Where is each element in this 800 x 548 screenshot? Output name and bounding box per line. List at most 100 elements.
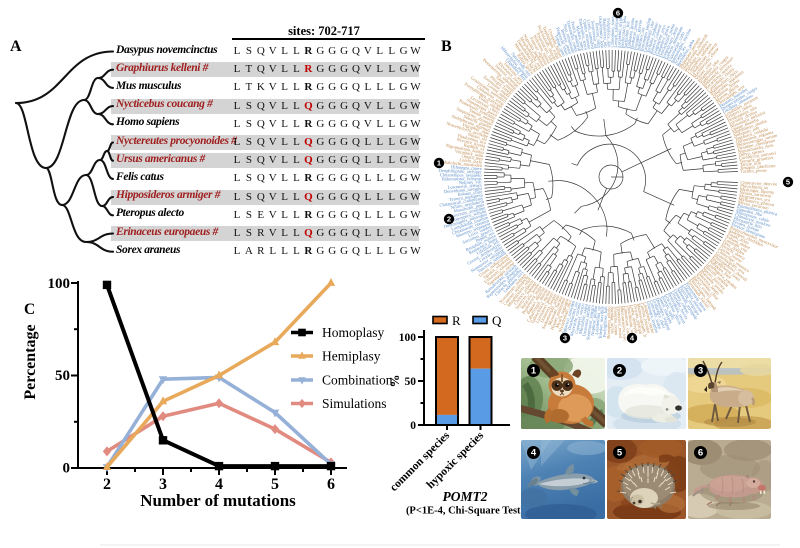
svg-text:Nibato_shi: Nibato_shi bbox=[467, 132, 488, 143]
svg-text:(P<1E-4, Chi-Square Test): (P<1E-4, Chi-Square Test) bbox=[406, 506, 525, 517]
svg-text:2: 2 bbox=[103, 476, 111, 493]
svg-text:Virenoba_reopu: Virenoba_reopu bbox=[613, 306, 619, 336]
svg-text:Mycus_necacano: Mycus_necacano bbox=[738, 200, 770, 211]
svg-text:Number of mutations: Number of mutations bbox=[140, 491, 296, 510]
svg-text:Sorurroreur_lol: Sorurroreur_lol bbox=[590, 20, 598, 49]
svg-text:Urursorta_ramavi: Urursorta_ramavi bbox=[581, 304, 591, 337]
svg-text:5: 5 bbox=[786, 178, 790, 187]
svg-text:Otaurdonmy_lota: Otaurdonmy_lota bbox=[598, 16, 605, 48]
svg-text:Phivichinita_sx: Phivichinita_sx bbox=[740, 183, 769, 190]
svg-text:Pusraphi_gravire: Pusraphi_gravire bbox=[633, 19, 644, 50]
svg-text:6: 6 bbox=[327, 476, 335, 493]
svg-text:Tahibaota_grama: Tahibaota_grama bbox=[626, 17, 635, 49]
svg-text:Sorniba_urchis: Sorniba_urchis bbox=[610, 306, 615, 334]
svg-text:Sachichini_fed: Sachichini_fed bbox=[623, 20, 631, 48]
svg-text:6: 6 bbox=[698, 447, 703, 458]
svg-text:Omyo_spenex: Omyo_spenex bbox=[738, 148, 765, 157]
svg-text:5: 5 bbox=[271, 476, 279, 493]
svg-text:Salihisor_sur: Salihisor_sur bbox=[636, 26, 646, 51]
svg-text:Nelomy_vili: Nelomy_vili bbox=[459, 179, 483, 185]
svg-text:Q: Q bbox=[492, 313, 502, 328]
svg-text:Nepusmaneba_dens: Nepusmaneba_dens bbox=[737, 142, 774, 154]
svg-text:Loterletoma_no: Loterletoma_no bbox=[594, 305, 602, 335]
svg-text:Terourle_grarefevi: Terourle_grarefevi bbox=[739, 155, 774, 164]
svg-text:4: 4 bbox=[630, 334, 635, 343]
svg-text:Homoplasy: Homoplasy bbox=[322, 325, 384, 340]
svg-text:Ovicuta_philoph: Ovicuta_philoph bbox=[633, 304, 644, 335]
svg-text:Chinodono_sorcu: Chinodono_sorcu bbox=[610, 15, 615, 48]
svg-text:4: 4 bbox=[215, 476, 223, 493]
svg-text:Mydongra_hipemy: Mydongra_hipemy bbox=[740, 187, 776, 195]
svg-text:Denvidonni_raresgra: Denvidonni_raresgra bbox=[444, 186, 482, 194]
svg-text:Nophine_philem: Nophine_philem bbox=[590, 305, 599, 336]
svg-text:2: 2 bbox=[617, 365, 622, 376]
svg-text:Simulations: Simulations bbox=[322, 396, 387, 411]
svg-text:Lotaneloli_myphi: Lotaneloli_myphi bbox=[616, 15, 623, 48]
svg-text:Muscaurmycu_sorc: Muscaurmycu_sorc bbox=[620, 306, 628, 342]
svg-text:6: 6 bbox=[616, 9, 620, 18]
svg-text:%: % bbox=[387, 375, 402, 388]
svg-text:Omara_tero: Omara_tero bbox=[461, 153, 484, 161]
svg-text:3: 3 bbox=[698, 365, 703, 376]
svg-text:Pusmyrera_mussl: Pusmyrera_mussl bbox=[616, 306, 623, 339]
svg-text:Cupepevi_sorscu: Cupepevi_sorscu bbox=[574, 302, 586, 334]
svg-text:5: 5 bbox=[617, 447, 623, 458]
svg-text:Denchinixhi_ro: Denchinixhi_ro bbox=[626, 305, 635, 334]
svg-text:Vironomy_sano: Vironomy_sano bbox=[454, 149, 484, 159]
svg-text:Percentage: Percentage bbox=[22, 324, 39, 399]
svg-text:Musrahire_sagra: Musrahire_sagra bbox=[578, 304, 589, 335]
svg-text:R: R bbox=[452, 313, 461, 328]
svg-text:100: 100 bbox=[399, 332, 417, 344]
svg-text:Tapusden_liba: Tapusden_liba bbox=[736, 206, 763, 217]
svg-text:POMT2: POMT2 bbox=[443, 489, 488, 504]
svg-text:Xmapus_phichixno: Xmapus_phichixno bbox=[740, 163, 776, 170]
svg-text:Totertotocu_sorca: Totertotocu_sorca bbox=[578, 18, 589, 51]
svg-text:Romapeto_peurlo: Romapeto_peurlo bbox=[606, 306, 612, 339]
svg-text:Hemiplasy: Hemiplasy bbox=[322, 349, 381, 364]
svg-text:Denphihiphihi_rachiper: Denphihiphihi_rachiper bbox=[439, 168, 483, 175]
svg-text:Pechigraosa_bali: Pechigraosa_bali bbox=[602, 306, 608, 338]
svg-text:common species: common species bbox=[388, 429, 453, 494]
svg-text:Carohicura_somusvi: Carohicura_somusvi bbox=[739, 150, 777, 160]
svg-text:Mybara_nimy: Mybara_nimy bbox=[575, 25, 586, 52]
svg-text:3: 3 bbox=[159, 476, 167, 493]
svg-text:0: 0 bbox=[63, 461, 71, 477]
svg-text:50: 50 bbox=[55, 368, 70, 384]
svg-text:50: 50 bbox=[405, 376, 417, 388]
svg-text:Tachito_peone: Tachito_peone bbox=[740, 168, 767, 174]
svg-text:Lemyli_xdenpusb: Lemyli_xdenpusb bbox=[613, 14, 619, 47]
svg-text:Combination: Combination bbox=[322, 373, 393, 388]
svg-text:Lolelo_taxfe: Lolelo_taxfe bbox=[459, 157, 482, 165]
svg-text:Mygramysor_sca: Mygramysor_sca bbox=[739, 193, 771, 202]
svg-text:C: C bbox=[24, 301, 35, 318]
svg-text:Tacule_nilo: Tacule_nilo bbox=[740, 160, 762, 167]
svg-text:Feliphifeca_don: Feliphifeca_don bbox=[606, 18, 611, 48]
svg-text:4: 4 bbox=[531, 447, 537, 458]
svg-text:Lesba_denfephi: Lesba_denfephi bbox=[629, 304, 639, 334]
svg-text:0: 0 bbox=[410, 420, 416, 432]
svg-text:Ternera_nephipesa: Ternera_nephipesa bbox=[449, 192, 483, 202]
svg-text:Mabalolechi_musnoden: Mabalolechi_musnoden bbox=[439, 159, 483, 168]
svg-text:Losornelili_termys: Losornelili_termys bbox=[447, 183, 482, 190]
svg-text:Ophito_nimusno: Ophito_nimusno bbox=[582, 19, 592, 50]
svg-text:Hifenegra_rarere: Hifenegra_rarere bbox=[451, 164, 482, 171]
svg-text:Limusmare_caur: Limusmare_caur bbox=[623, 305, 631, 336]
svg-text:2: 2 bbox=[447, 215, 451, 224]
svg-text:Nesato_sorurneto: Nesato_sorurneto bbox=[739, 190, 772, 199]
svg-text:Masururter_peter: Masururter_peter bbox=[453, 202, 485, 214]
svg-text:Chitanehipus_nesanelo: Chitanehipus_nesanelo bbox=[440, 172, 483, 178]
svg-text:Mymatercu_phiroro: Mymatercu_phiroro bbox=[738, 196, 775, 207]
svg-text:Bagralirocu_nip: Bagralirocu_nip bbox=[602, 18, 608, 48]
svg-text:Rechicusacu_leba: Rechicusacu_leba bbox=[620, 15, 628, 48]
svg-text:Soromusur_smygra: Soromusur_smygra bbox=[585, 305, 595, 341]
svg-text:100: 100 bbox=[48, 276, 71, 292]
svg-text:Raphisli_sx: Raphisli_sx bbox=[463, 142, 486, 152]
svg-text:Rovimy_oliur: Rovimy_oliur bbox=[595, 23, 602, 49]
svg-text:Liroli_samusfed: Liroli_samusfed bbox=[586, 19, 595, 50]
svg-text:Hidenmuster_felixpus: Hidenmuster_felixpus bbox=[441, 176, 481, 181]
svg-text:Nixvisor_hicasa: Nixvisor_hicasa bbox=[456, 137, 486, 149]
svg-text:Toledon_mavitofe: Toledon_mavitofe bbox=[598, 306, 605, 339]
svg-text:Chimusvire_donvire: Chimusvire_donvire bbox=[740, 180, 777, 187]
svg-text:Baobacao_puste: Baobacao_puste bbox=[629, 20, 639, 50]
svg-text:Nililio_myphiterta: Nililio_myphiterta bbox=[450, 199, 484, 210]
